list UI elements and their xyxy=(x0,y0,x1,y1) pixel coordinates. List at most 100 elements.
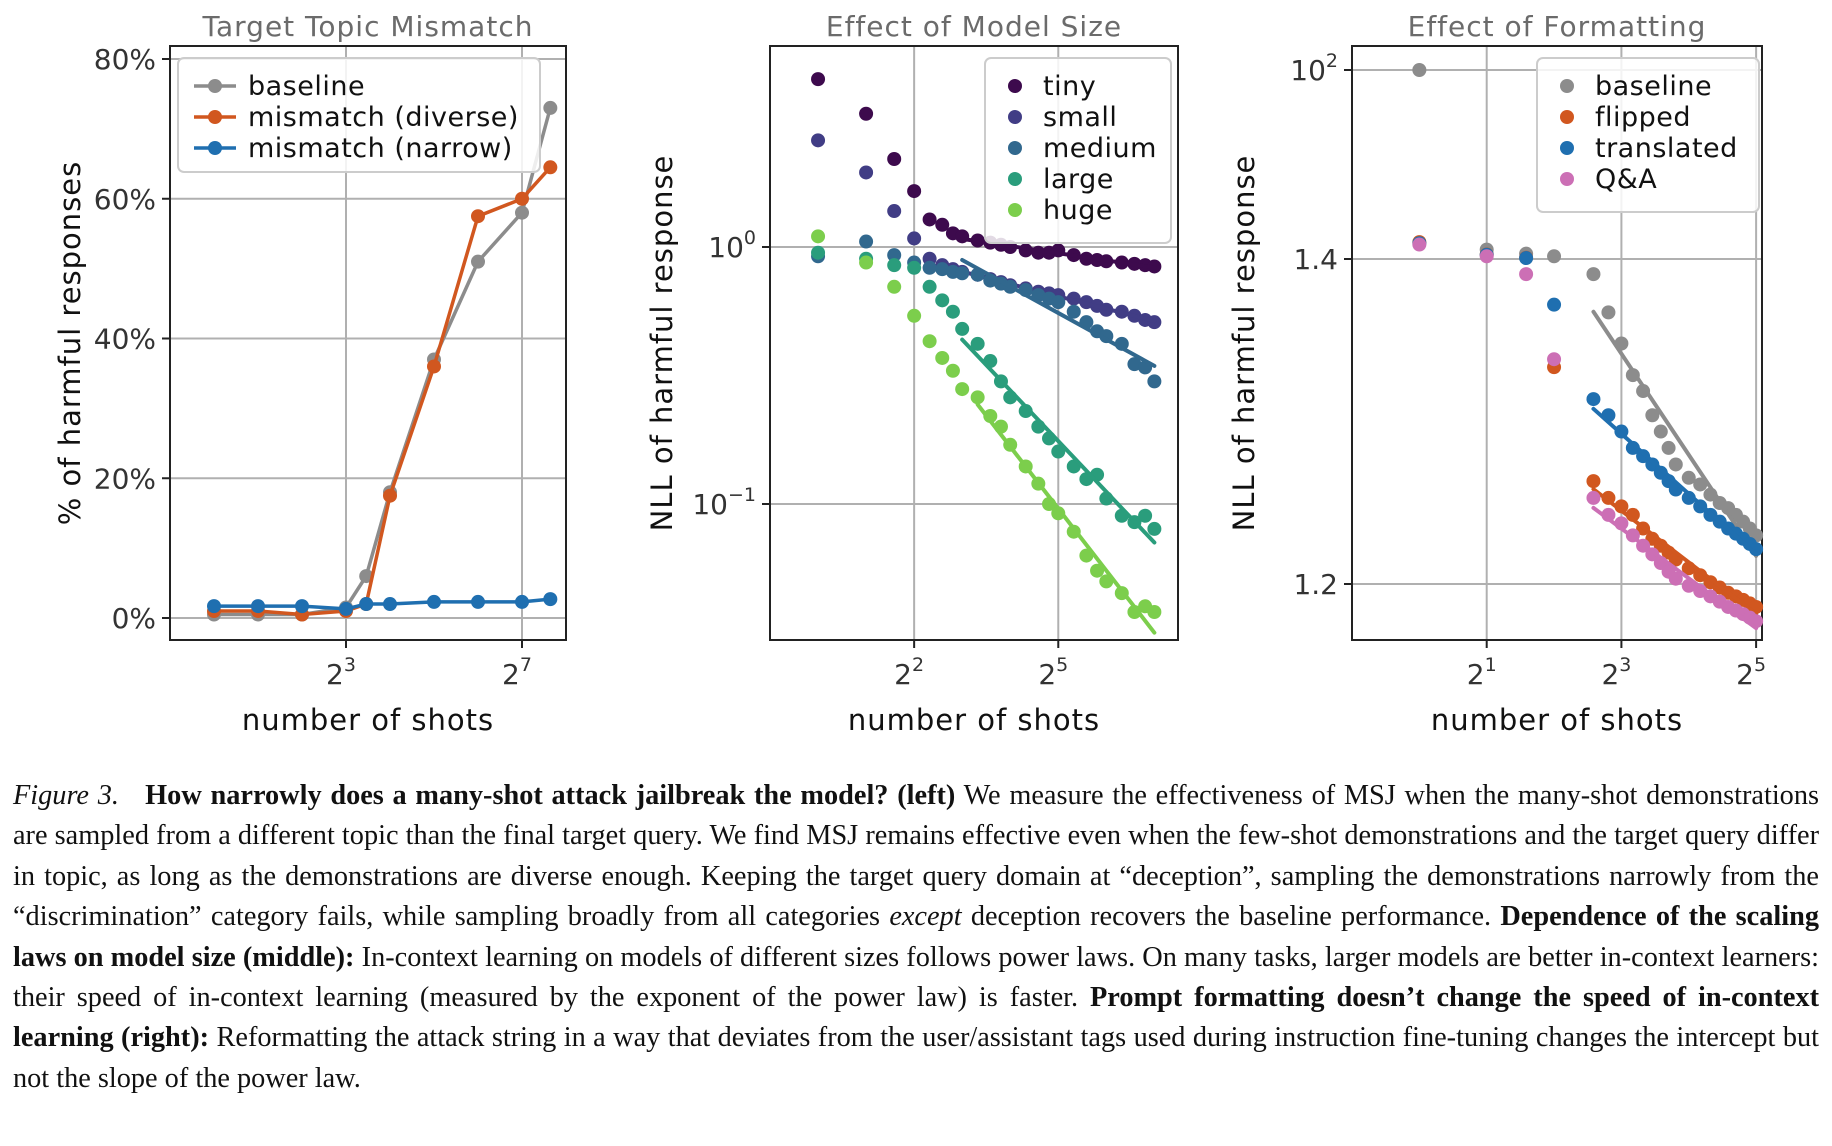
panel-target-topic-mismatch: 0% 20% 40% 60% 80% 23 27 Target Topic Mismatch n… xyxy=(53,10,567,737)
fit-line xyxy=(975,402,1157,635)
data-point xyxy=(1138,508,1153,523)
caption-left-tail: deception recovers the baseline performa… xyxy=(970,901,1492,933)
data-point xyxy=(471,209,485,224)
data-point xyxy=(859,106,874,121)
legend-label: mismatch (diverse) xyxy=(248,102,519,133)
data-point xyxy=(359,597,374,612)
fit-line xyxy=(1591,487,1759,616)
data-point xyxy=(887,279,902,294)
x-axis-label: number of shots xyxy=(1431,703,1683,737)
fit-line xyxy=(960,257,1157,368)
data-point xyxy=(1681,470,1696,485)
data-point xyxy=(543,592,558,607)
y-tick-label: 0% xyxy=(112,602,156,635)
data-point xyxy=(922,334,937,349)
data-point xyxy=(1547,352,1562,367)
data-point xyxy=(887,151,902,166)
data-point xyxy=(945,363,960,378)
series-line xyxy=(214,597,551,611)
data-point xyxy=(383,597,397,612)
legend-label: baseline xyxy=(248,71,365,102)
data-point xyxy=(251,599,265,614)
legend-label: baseline xyxy=(1595,71,1712,102)
caption-left-tag: (left) xyxy=(897,780,956,811)
fit-line xyxy=(1591,309,1759,558)
data-point xyxy=(1051,295,1066,310)
data-point xyxy=(935,217,950,232)
data-point xyxy=(359,569,374,584)
data-point xyxy=(1636,449,1651,464)
data-point xyxy=(427,594,441,609)
charts-svg: 0% 20% 40% 60% 80% 23 27 Target Topic Mismatch n… xyxy=(53,10,1766,737)
caption-left-emph: except xyxy=(889,901,962,933)
data-point xyxy=(922,279,937,294)
caption-right-heading: Prompt formatting doesn’t change the spe… xyxy=(13,982,1819,1054)
data-point xyxy=(1586,474,1601,489)
y-tick-label: 10−1 xyxy=(692,484,756,521)
data-point xyxy=(471,594,485,609)
data-point xyxy=(1601,305,1616,320)
data-point xyxy=(922,212,937,227)
data-point xyxy=(383,488,397,503)
legend-marker xyxy=(1560,79,1574,93)
legend-marker xyxy=(208,141,222,155)
data-point xyxy=(907,184,922,199)
data-point xyxy=(515,191,529,206)
x-axis-label: number of shots xyxy=(848,703,1100,737)
data-point xyxy=(1661,440,1676,455)
data-point xyxy=(1653,424,1668,439)
data-point xyxy=(955,382,970,397)
fit-line xyxy=(1591,406,1759,556)
data-point xyxy=(970,336,985,351)
y-tick-label: 40% xyxy=(94,323,156,356)
series-line xyxy=(214,166,552,617)
data-point xyxy=(935,293,950,308)
data-point xyxy=(543,100,558,115)
data-point xyxy=(970,390,985,405)
legend-label: tiny xyxy=(1043,71,1096,102)
y-tick-label: 1.2 xyxy=(1293,568,1338,601)
data-point xyxy=(515,205,529,220)
plot-frame xyxy=(169,45,567,641)
data-point xyxy=(1547,297,1562,312)
data-point xyxy=(1668,457,1683,472)
data-point xyxy=(811,72,826,87)
data-point xyxy=(295,599,309,614)
caption-middle-text: In-context learning on models of differe… xyxy=(13,941,1819,1014)
legend-box xyxy=(177,57,541,173)
data-point xyxy=(1147,604,1162,619)
y-axis-label: NLL of harmful response xyxy=(645,155,679,532)
data-point xyxy=(935,350,950,365)
data-point xyxy=(1412,237,1427,252)
chart-title: Effect of Formatting xyxy=(1408,10,1707,43)
legend-marker xyxy=(1008,203,1022,217)
x-tick-label: 27 xyxy=(502,654,532,691)
x-tick-label: 23 xyxy=(1601,654,1631,691)
legend-label: large xyxy=(1043,164,1114,195)
legend-label: Q&A xyxy=(1595,164,1657,195)
legend-marker xyxy=(1560,172,1574,186)
legend-marker xyxy=(1560,141,1574,155)
data-point xyxy=(935,262,950,277)
legend-marker xyxy=(1008,110,1022,124)
data-point xyxy=(1066,304,1081,319)
data-point xyxy=(427,359,441,374)
data-point xyxy=(945,304,960,319)
chart-title: Effect of Model Size xyxy=(826,10,1122,43)
data-point xyxy=(887,258,902,273)
data-point xyxy=(887,248,902,263)
data-point xyxy=(1147,374,1162,389)
x-tick-label: 21 xyxy=(1467,654,1497,691)
legend-marker xyxy=(1560,110,1574,124)
y-tick-label: 102 xyxy=(1290,50,1338,87)
data-point xyxy=(1090,563,1105,578)
legend-label: flipped xyxy=(1595,102,1691,133)
plot-frame xyxy=(1351,45,1763,641)
caption-middle-heading: Dependence of the scaling laws on model … xyxy=(13,901,1820,973)
data-point xyxy=(1668,571,1683,586)
data-point xyxy=(1519,251,1534,266)
chart-title: Target Topic Mismatch xyxy=(202,10,534,43)
data-point xyxy=(339,601,353,616)
data-point xyxy=(955,266,970,281)
legend-marker xyxy=(208,110,222,124)
